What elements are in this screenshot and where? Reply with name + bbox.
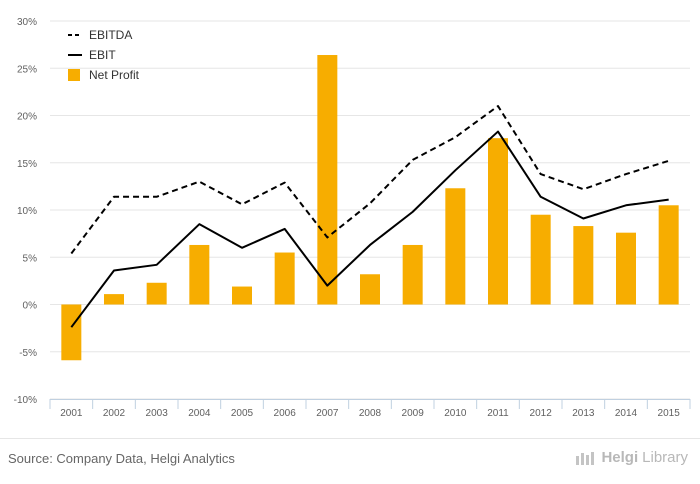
net-profit-bar <box>616 232 636 305</box>
y-tick-label: 20% <box>17 112 37 123</box>
net-profit-bar <box>189 244 210 305</box>
legend-ebit-label[interactable]: EBIT <box>89 48 116 62</box>
net-profit-bar <box>274 252 295 305</box>
x-tick-label: 2001 <box>60 408 83 419</box>
grid-lines <box>50 20 690 400</box>
net-profit-bar <box>61 304 82 361</box>
chart: 30%25%20%15%10%5%0%-5%-10% 2001 2002 2003 2… <box>14 17 691 419</box>
x-tick-label: 2005 <box>231 408 254 419</box>
x-tick-label: 2003 <box>146 408 169 419</box>
ebitda-line <box>70 105 669 255</box>
net-profit-bar <box>104 294 124 305</box>
x-tick-label: 2006 <box>274 408 297 419</box>
net-profit-bar <box>488 138 508 305</box>
net-profit-bar <box>402 244 423 305</box>
x-tick-label: 2015 <box>658 408 681 419</box>
y-tick-label: 15% <box>17 159 37 170</box>
net-profit-bar <box>530 214 551 305</box>
ebit-line <box>70 130 669 328</box>
y-tick-label: -10% <box>14 395 37 406</box>
y-tick-label: 0% <box>23 301 38 312</box>
brand-name-suffix: Library <box>642 449 688 466</box>
x-tick-label: 2010 <box>444 408 467 419</box>
bar-series <box>61 55 679 361</box>
y-tick-label: 25% <box>17 64 37 75</box>
x-tick-label: 2002 <box>103 408 126 419</box>
net-profit-bar <box>146 282 167 305</box>
x-tick-label: 2012 <box>530 408 553 419</box>
y-axis: 30% 25% 20% 15% 10% 5% 0% -5% -10% <box>14 17 37 406</box>
net-profit-bar <box>317 55 338 305</box>
net-profit-bar <box>573 226 594 305</box>
library-icon <box>576 451 595 465</box>
x-tick-label: 2004 <box>188 408 211 419</box>
brand-logo: Helgi Library <box>575 449 688 466</box>
x-tick-label: 2009 <box>402 408 425 419</box>
footer: Source: Company Data, Helgi Analytics He… <box>0 438 700 484</box>
line-series <box>70 105 669 328</box>
x-tick-label: 2008 <box>359 408 382 419</box>
source-text: Source: Company Data, Helgi Analytics <box>8 451 235 466</box>
brand-name-prefix: Helgi <box>601 449 639 466</box>
net-profit-bar <box>360 274 380 305</box>
net-profit-bar <box>232 286 252 305</box>
net-profit-bar <box>658 205 679 305</box>
x-tick-label: 2007 <box>316 408 339 419</box>
legend-net-profit-label[interactable]: Net Profit <box>89 68 140 82</box>
net-profit-bar <box>445 188 466 305</box>
x-tick-label: 2014 <box>615 408 638 419</box>
y-tick-label: 30% <box>17 17 37 28</box>
y-tick-label: 10% <box>17 206 37 217</box>
legend: EBITDA EBIT Net Profit <box>68 28 140 82</box>
x-axis: 2001 2002 2003 2004 2005 2006 2007 2008 2009 2010… <box>49 399 691 419</box>
legend-net-profit-symbol <box>68 69 80 81</box>
y-tick-label: 5% <box>23 253 38 264</box>
y-tick-label: -5% <box>19 348 37 359</box>
legend-ebitda-label[interactable]: EBITDA <box>89 28 132 42</box>
x-tick-label: 2011 <box>487 408 509 419</box>
x-tick-label: 2013 <box>572 408 595 419</box>
